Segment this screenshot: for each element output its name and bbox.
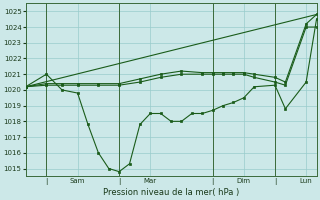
X-axis label: Pression niveau de la mer( hPa ): Pression niveau de la mer( hPa ) (103, 188, 239, 197)
